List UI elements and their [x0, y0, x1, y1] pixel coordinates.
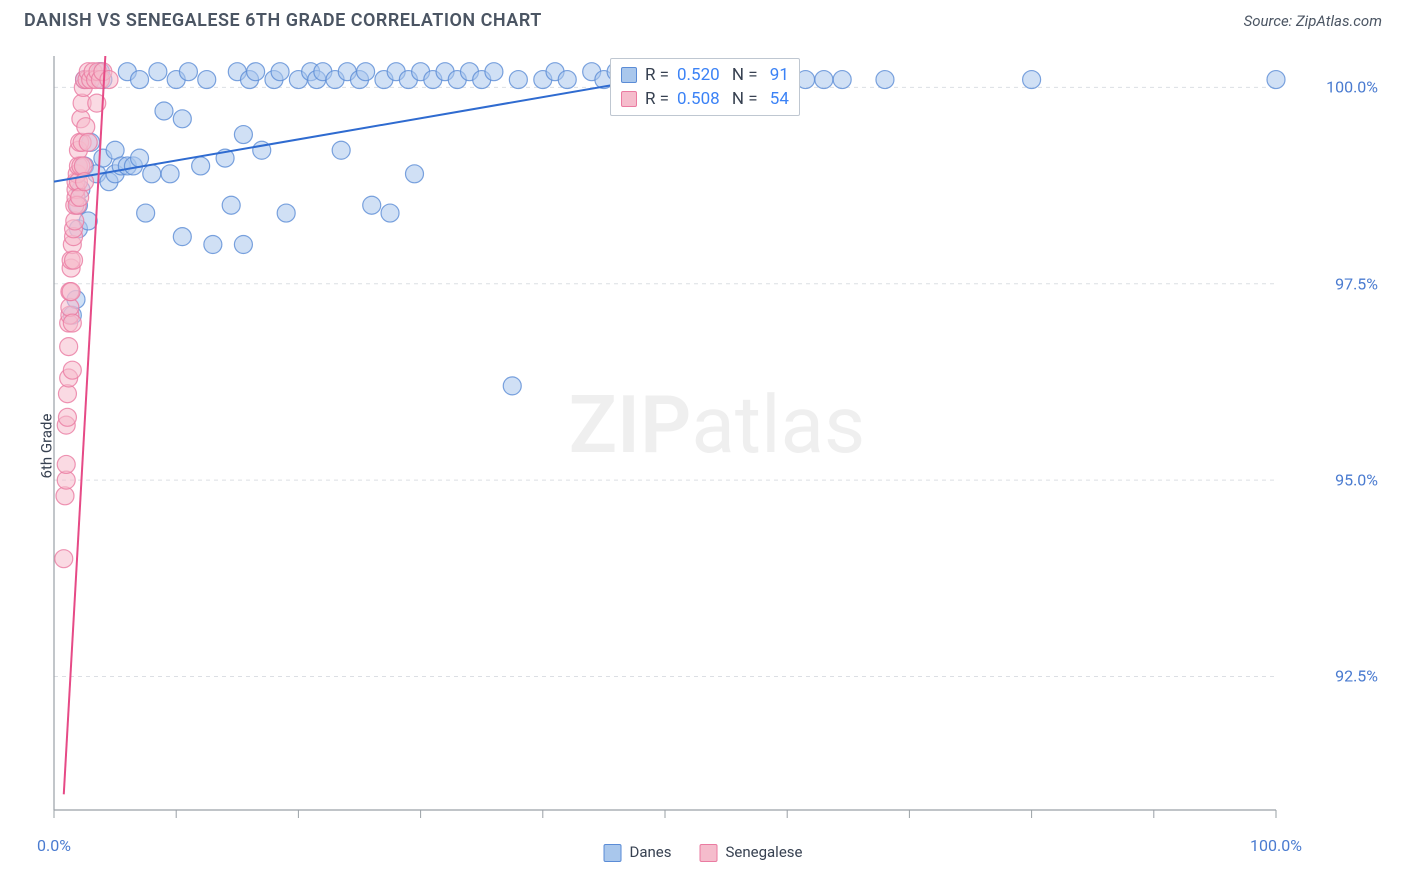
x-tick-label: 0.0%	[37, 836, 71, 855]
series-legend: Danes Senegalese	[604, 843, 803, 862]
stats-legend-row: R =0.508 N = 54	[621, 87, 789, 111]
legend-item: Senegalese	[700, 843, 803, 862]
plot-area: ZIPatlas R =0.520 N = 91R =0.508 N = 54	[48, 50, 1386, 832]
chart-container: { "header": { "title": "DANISH VS SENEGA…	[0, 0, 1406, 892]
x-tick-label: 100.0%	[1250, 836, 1302, 855]
stats-legend-row: R =0.520 N = 91	[621, 63, 789, 87]
stats-legend-box: R =0.520 N = 91R =0.508 N = 54	[610, 58, 800, 116]
chart-title: DANISH VS SENEGALESE 6TH GRADE CORRELATI…	[24, 10, 542, 31]
chart-source: Source: ZipAtlas.com	[1244, 12, 1382, 30]
chart-header: DANISH VS SENEGALESE 6TH GRADE CORRELATI…	[0, 0, 1406, 37]
chart-svg	[48, 50, 1386, 832]
legend-item: Danes	[604, 843, 672, 862]
